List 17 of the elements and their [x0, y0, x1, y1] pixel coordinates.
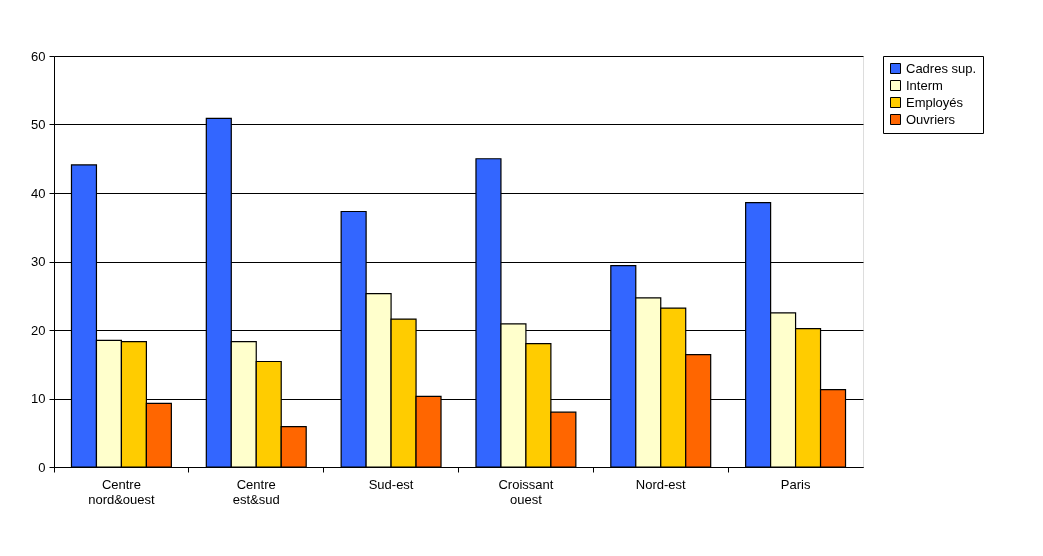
- x-tick-label: Croissant ouest: [498, 476, 554, 507]
- x-tick-label: Paris: [780, 476, 811, 492]
- x-tick-label: Centre est&sud: [232, 476, 280, 507]
- legend-label: Ouvriers: [906, 111, 956, 127]
- y-tick-label: 20: [31, 322, 46, 338]
- y-tick-label: 10: [31, 391, 46, 406]
- y-tick-label: 60: [31, 48, 46, 64]
- legend-label: Cadres sup.: [906, 60, 977, 76]
- legend-label: Interm: [906, 77, 943, 93]
- legend-label: Employés: [906, 94, 964, 110]
- x-tick-label: Centre nord&ouest: [88, 476, 156, 507]
- y-tick-label: 40: [31, 185, 46, 201]
- y-tick-label: 50: [31, 117, 46, 132]
- x-tick-label: Nord-est: [635, 476, 687, 492]
- y-tick-label: 30: [31, 254, 46, 269]
- x-tick-label: Sud-est: [368, 476, 414, 492]
- y-tick-label: 0: [38, 459, 46, 475]
